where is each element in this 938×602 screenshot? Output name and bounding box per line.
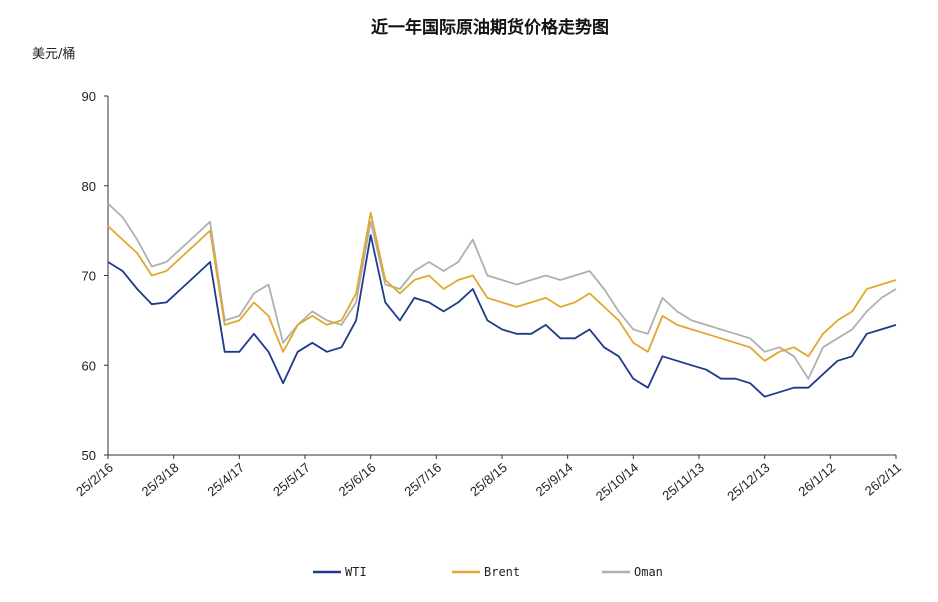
x-tick-label: 25/2/16 <box>73 460 116 499</box>
x-tick-label: 25/10/14 <box>593 460 641 504</box>
y-tick-label: 70 <box>82 269 96 284</box>
series-line-brent <box>107 211 897 362</box>
y-tick-label: 90 <box>82 89 96 104</box>
chart-title: 近一年国际原油期货价格走势图 <box>371 17 609 38</box>
series-line-oman <box>107 203 897 380</box>
y-tick-label: 80 <box>82 179 96 194</box>
x-tick-label: 25/5/17 <box>270 460 313 499</box>
x-tick-label: 25/9/14 <box>533 460 576 499</box>
x-tick-label: 26/2/11 <box>862 460 904 499</box>
legend: WTI Brent Oman <box>313 565 663 579</box>
x-tick-labels: 25/2/16 25/3/18 25/4/17 25/5/17 25/6/16 25/7/… <box>73 455 904 504</box>
legend-label-wti: WTI <box>345 565 367 579</box>
series-line-wti <box>107 234 897 398</box>
x-tick-label: 25/6/16 <box>336 460 379 499</box>
legend-label-brent: Brent <box>484 565 520 579</box>
series-lines <box>107 203 897 398</box>
x-tick-label: 25/8/15 <box>467 460 510 499</box>
y-tick-labels: 50 60 70 80 90 <box>82 89 108 463</box>
x-tick-label: 25/4/17 <box>204 460 247 499</box>
x-tick-label: 25/7/16 <box>401 460 444 499</box>
y-axis-label: 美元/桶 <box>32 47 75 62</box>
x-tick-label: 25/3/18 <box>139 460 182 499</box>
x-tick-label: 25/11/13 <box>659 460 707 503</box>
axes <box>107 96 896 456</box>
x-tick-label: 25/12/13 <box>724 460 772 504</box>
legend-label-oman: Oman <box>634 565 663 579</box>
y-tick-label: 50 <box>82 448 96 463</box>
x-tick-label: 26/1/12 <box>795 460 838 499</box>
y-tick-label: 60 <box>82 358 96 373</box>
